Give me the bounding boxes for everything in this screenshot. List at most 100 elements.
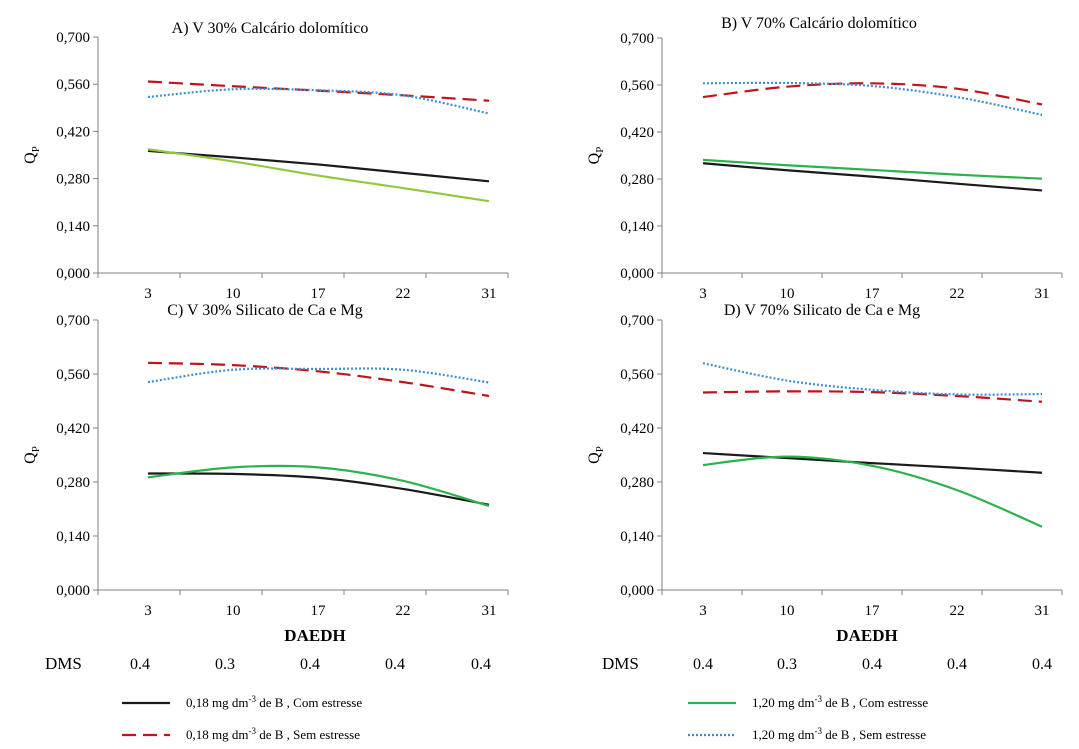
dms-value: 0.3: [777, 656, 797, 673]
legend-label-prefix: 1,20 mg dm: [752, 727, 814, 742]
x-tick-label: 22: [950, 286, 965, 302]
legend-label: 0,18 mg dm-3 de B , Sem estresse: [186, 726, 360, 742]
y-tick-label: 0,280: [56, 172, 90, 188]
x-tick-label: 22: [396, 286, 411, 302]
y-tick-label: 0,140: [620, 219, 654, 235]
y-tick-label: 0,700: [620, 313, 654, 329]
series-line-b018_com: [702, 451, 1043, 474]
x-tick-label: 3: [699, 286, 707, 302]
panel-title: C) V 30% Silicato de Ca e Mg: [167, 302, 362, 319]
x-tick-label: 3: [699, 603, 707, 619]
x-tick-label: 3: [144, 603, 152, 619]
series-line-b120_sem: [702, 81, 1043, 116]
y-tick-label: 0,700: [56, 30, 90, 46]
dms-value: 0.4: [862, 656, 882, 673]
y-tick-label: 0,280: [56, 475, 90, 491]
y-axis-label-main: Q: [586, 452, 603, 464]
y-tick-label: 0,420: [620, 125, 654, 141]
dms-label-left: DMS: [45, 654, 82, 673]
series-line-b018_sem: [147, 361, 490, 398]
dms-value: 0.4: [471, 656, 491, 673]
y-tick-label: 0,000: [620, 266, 654, 282]
y-tick-label: 0,000: [620, 583, 654, 599]
dms-value: 0.4: [947, 656, 967, 673]
y-tick-label: 0,560: [56, 367, 90, 383]
legend-label: 1,20 mg dm-3 de B , Sem estresse: [752, 726, 926, 742]
dms-value: 0.4: [693, 656, 713, 673]
legend-label-suffix: de B , Com estresse: [822, 695, 928, 710]
series-line-b018_sem: [147, 80, 490, 102]
legend-label-sup: -3: [248, 694, 256, 704]
legend-item-b120_sem: 1,20 mg dm-3 de B , Sem estresse: [688, 726, 926, 742]
y-tick-label: 0,000: [56, 583, 90, 599]
x-tick-label: 10: [226, 286, 241, 302]
x-tick-label: 17: [865, 603, 881, 619]
y-axis-label-sub: P: [30, 446, 42, 452]
x-tick-label: 22: [950, 603, 965, 619]
dms-value: 0.4: [385, 656, 405, 673]
series-line-b120_com: [702, 455, 1043, 528]
y-axis-label-main: Q: [22, 152, 39, 164]
y-axis-label: QP: [22, 146, 42, 164]
panel-title: B) V 70% Calcário dolomítico: [721, 15, 917, 32]
legend-item-b120_com: 1,20 mg dm-3 de B , Com estresse: [688, 694, 928, 710]
x-tick-label: 3: [144, 286, 152, 302]
x-axis-label-left: DAEDH: [284, 626, 345, 645]
dms-value: 0.4: [130, 656, 150, 673]
legend-label-suffix: de B , Sem estresse: [256, 727, 360, 742]
y-tick-label: 0,560: [620, 367, 654, 383]
x-tick-label: 22: [396, 603, 411, 619]
dms-value: 0.3: [215, 656, 235, 673]
y-axis-label: QP: [22, 446, 42, 464]
dms-value: 0.4: [300, 656, 320, 673]
legend-label-sup: -3: [248, 726, 256, 736]
x-tick-label: 31: [482, 286, 497, 302]
y-tick-label: 0,280: [620, 475, 654, 491]
y-tick-label: 0,560: [56, 77, 90, 93]
legend-label-prefix: 1,20 mg dm: [752, 695, 814, 710]
y-axis-label-main: Q: [22, 452, 39, 464]
legend-label-suffix: de B , Com estresse: [256, 695, 362, 710]
legend-label-suffix: de B , Sem estresse: [822, 727, 926, 742]
y-axis-label-sub: P: [594, 147, 606, 153]
legend-item-b018_sem: 0,18 mg dm-3 de B , Sem estresse: [122, 726, 360, 742]
y-axis-label: QP: [586, 446, 606, 464]
y-tick-label: 0,560: [620, 78, 654, 94]
y-tick-label: 0,140: [56, 529, 90, 545]
y-axis-label-sub: P: [594, 446, 606, 452]
x-tick-label: 17: [311, 286, 327, 302]
y-tick-label: 0,140: [620, 529, 654, 545]
dms-value: 0.4: [1032, 656, 1052, 673]
series-line-b120_com: [147, 464, 490, 507]
series-line-b120_sem: [147, 367, 490, 384]
legend-label-sup: -3: [814, 694, 822, 704]
panel-title: D) V 70% Silicato de Ca e Mg: [724, 302, 920, 319]
x-tick-label: 17: [311, 603, 327, 619]
legend-label: 0,18 mg dm-3 de B , Com estresse: [186, 694, 362, 710]
y-tick-label: 0,000: [56, 266, 90, 282]
x-tick-label: 31: [482, 603, 497, 619]
series-line-b120_sem: [147, 87, 490, 115]
y-tick-label: 0,420: [56, 124, 90, 140]
y-tick-label: 0,280: [620, 172, 654, 188]
y-axis-label-main: Q: [586, 152, 603, 164]
y-tick-label: 0,140: [56, 219, 90, 235]
x-tick-label: 10: [780, 286, 795, 302]
panel-title: A) V 30% Calcário dolomítico: [172, 20, 369, 37]
legend-label-sup: -3: [814, 726, 822, 736]
x-axis-label-right: DAEDH: [836, 626, 897, 645]
y-axis-label: QP: [586, 147, 606, 165]
legend-label-prefix: 0,18 mg dm: [186, 695, 248, 710]
legend-label: 1,20 mg dm-3 de B , Com estresse: [752, 694, 928, 710]
series-line-b018_sem: [702, 390, 1043, 403]
dms-label-right: DMS: [602, 654, 639, 673]
y-tick-label: 0,700: [56, 313, 90, 329]
x-tick-label: 17: [865, 286, 881, 302]
y-tick-label: 0,420: [620, 421, 654, 437]
x-tick-label: 10: [780, 603, 795, 619]
legend-item-b018_com: 0,18 mg dm-3 de B , Com estresse: [122, 694, 362, 710]
y-tick-label: 0,700: [620, 31, 654, 47]
x-tick-label: 10: [226, 603, 241, 619]
y-tick-label: 0,420: [56, 421, 90, 437]
